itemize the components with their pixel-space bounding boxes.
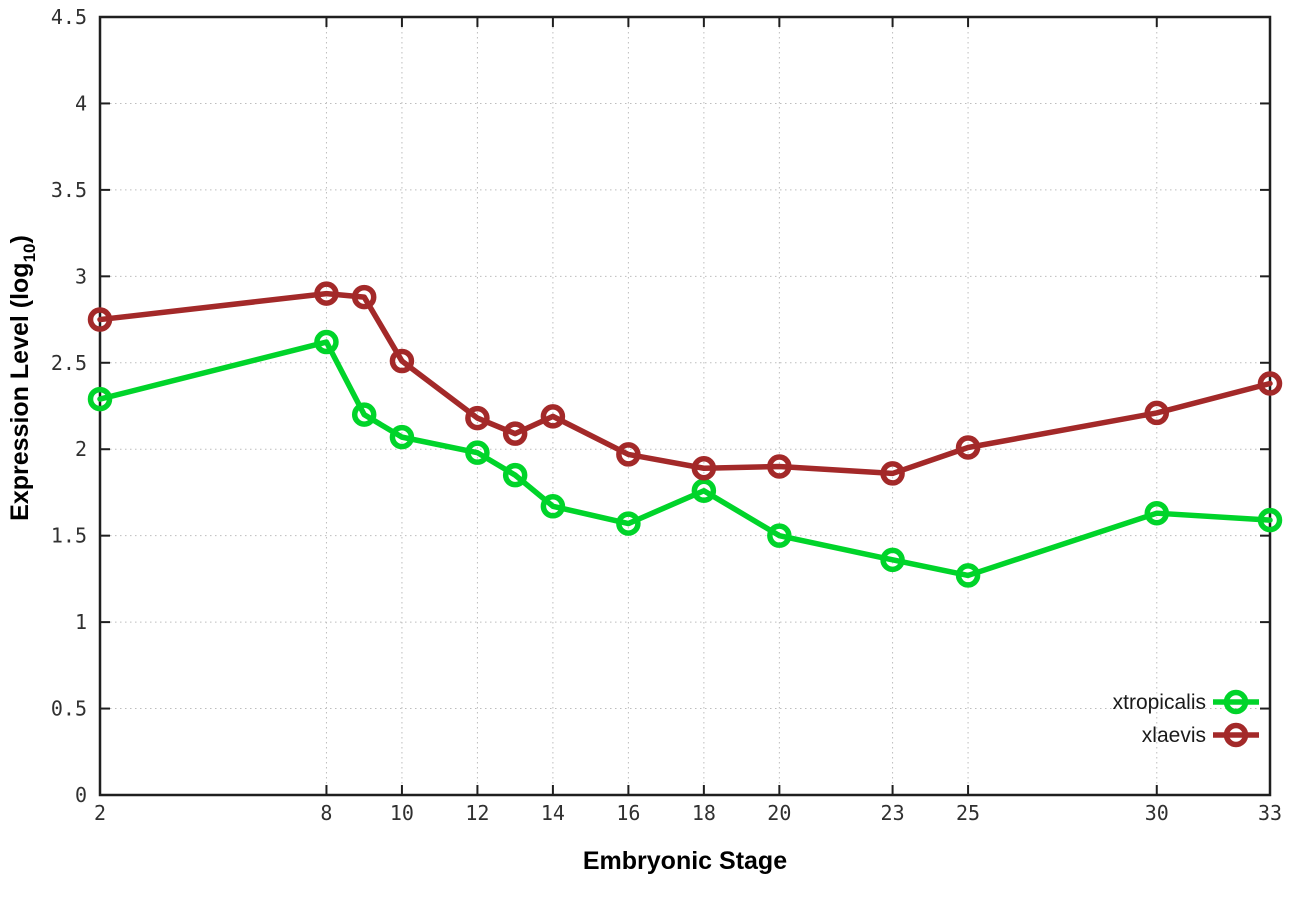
y-tick-label: 4.5	[51, 5, 87, 29]
data-point-xlaevis	[955, 435, 981, 460]
data-point-xtropicalis	[691, 478, 717, 503]
data-point-xlaevis	[1257, 371, 1283, 396]
legend-marker	[1223, 722, 1249, 748]
x-tick-label: 12	[465, 801, 489, 825]
data-point-xtropicalis	[540, 494, 566, 519]
data-point-xtropicalis	[1144, 500, 1170, 526]
x-tick-label: 23	[881, 801, 905, 825]
x-axis-title: Embryonic Stage	[583, 847, 787, 875]
series-line-xtropicalis	[97, 339, 1273, 579]
data-point-xlaevis	[1144, 400, 1170, 426]
data-point-xlaevis	[880, 461, 905, 486]
data-point-xtropicalis	[351, 402, 377, 427]
data-point-xlaevis	[389, 348, 415, 374]
y-axis-title: Expression Level (log10)	[6, 235, 39, 521]
x-tick-label: 10	[390, 801, 414, 825]
data-point-xlaevis	[616, 442, 641, 467]
data-point-xlaevis	[767, 454, 792, 479]
data-point-xlaevis	[540, 404, 566, 429]
plot-border	[98, 15, 1272, 797]
data-point-xtropicalis	[616, 511, 641, 536]
y-tick-label: 1	[75, 610, 87, 634]
data-point-xtropicalis	[502, 462, 528, 488]
y-tick-label: 2.5	[51, 351, 87, 375]
data-point-xtropicalis	[465, 440, 490, 465]
y-tick-label: 0.5	[51, 697, 87, 721]
data-point-xtropicalis	[314, 329, 339, 355]
x-tick-label: 25	[956, 801, 980, 825]
data-point-xtropicalis	[767, 523, 792, 548]
data-point-xtropicalis	[87, 386, 113, 412]
data-point-xlaevis	[502, 421, 528, 446]
data-point-xlaevis	[314, 281, 339, 306]
y-tick-label: 2	[75, 437, 87, 461]
y-tick-label: 3.5	[51, 178, 87, 202]
y-tick-label: 4	[75, 91, 87, 115]
data-point-xlaevis	[691, 455, 717, 481]
x-tick-label: 2	[94, 801, 106, 825]
data-point-xtropicalis	[389, 424, 415, 450]
data-point-xlaevis	[465, 405, 490, 431]
data-point-xtropicalis	[1257, 507, 1283, 533]
data-point-xlaevis	[351, 284, 377, 310]
y-tick-label: 3	[75, 264, 87, 288]
y-tick-label: 1.5	[51, 524, 87, 548]
legend-label: xtropicalis	[1113, 691, 1206, 714]
legend-marker	[1223, 689, 1249, 715]
x-tick-label: 33	[1258, 801, 1282, 825]
legend-label: xlaevis	[1142, 724, 1206, 747]
data-point-xtropicalis	[880, 547, 905, 573]
data-point-xtropicalis	[955, 563, 981, 588]
x-tick-label: 14	[541, 801, 565, 825]
plot-area: 2 8 10 12 14 16 18 20 23 25 30 33 0 0.5 1 1.5 2 2.5 3 3.5 4 4…	[51, 5, 1283, 825]
x-tick-label: 30	[1145, 801, 1169, 825]
x-tick-label: 18	[692, 801, 716, 825]
x-tick-label: 16	[616, 801, 640, 825]
x-tick-label: 20	[767, 801, 791, 825]
series-line-xlaevis	[97, 290, 1273, 477]
y-tick-label: 0	[75, 783, 87, 807]
x-tick-label: 8	[320, 801, 332, 825]
data-point-xlaevis	[87, 307, 113, 332]
